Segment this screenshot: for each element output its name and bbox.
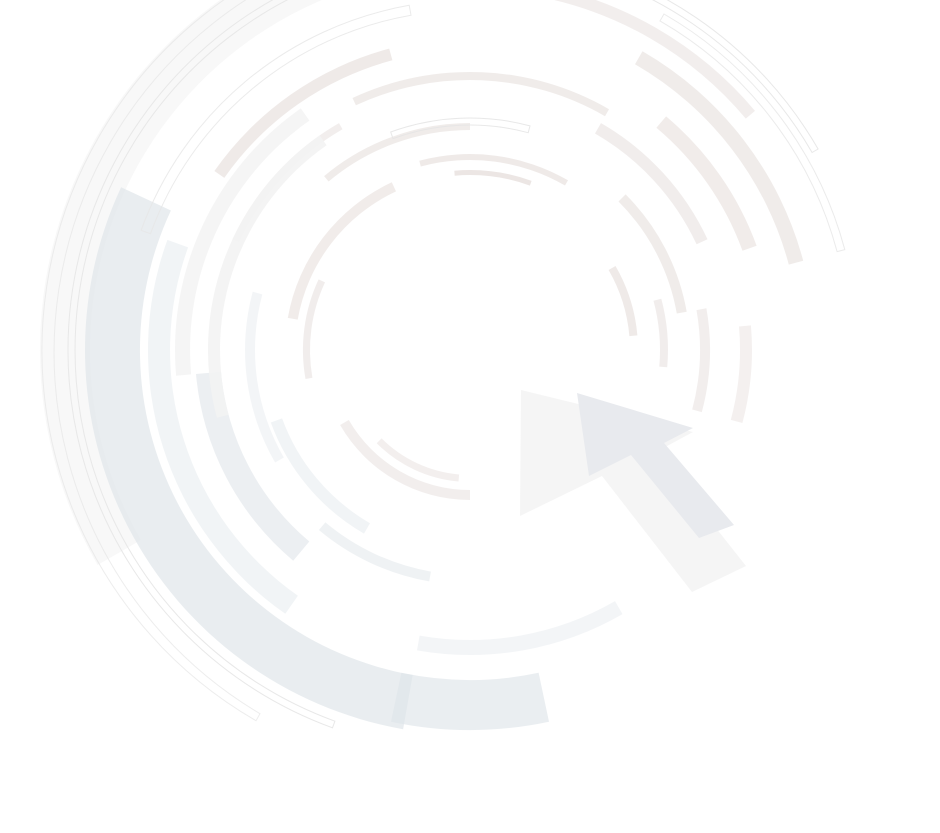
- arc-segment: [417, 601, 623, 656]
- mouse-pointer-arrow-icon: [520, 390, 746, 592]
- arc-segment: [147, 239, 298, 614]
- arc-segment: [390, 117, 531, 140]
- arc-segment: [245, 291, 284, 463]
- arc-segment: [352, 71, 609, 117]
- arc-segment: [214, 48, 393, 178]
- arc-segment: [454, 170, 532, 186]
- arc-segment: [67, 0, 819, 729]
- mouse-pointer-shadow: [520, 390, 746, 592]
- arc-segment: [140, 4, 412, 235]
- arc-segment: [196, 371, 310, 561]
- arc-segment: [730, 325, 752, 423]
- arc-segment: [302, 279, 325, 379]
- arc-segment: [85, 187, 413, 730]
- arc-segment: [419, 154, 568, 186]
- arc-segment: [656, 116, 757, 251]
- arc-segment: [270, 418, 370, 534]
- arc-segment: [174, 108, 310, 376]
- arc-segment: [340, 420, 470, 500]
- arc-segment: [608, 266, 638, 337]
- arc-segment: [635, 51, 804, 265]
- arc-segment: [376, 438, 460, 482]
- arc-segment: [391, 672, 549, 731]
- arc-segment: [41, 0, 261, 722]
- arc-segment: [324, 123, 470, 182]
- arc-segment: [595, 123, 708, 245]
- arc-segment: [618, 194, 687, 314]
- concentric-arcs-graphic: [39, 0, 846, 731]
- arc-segment: [659, 13, 846, 253]
- arc-segment: [207, 135, 327, 418]
- arc-segment: [318, 522, 431, 582]
- mouse-pointer-arrow: [577, 393, 734, 538]
- arc-segment: [653, 298, 668, 368]
- arc-segment: [692, 308, 711, 413]
- arc-segment: [287, 182, 396, 320]
